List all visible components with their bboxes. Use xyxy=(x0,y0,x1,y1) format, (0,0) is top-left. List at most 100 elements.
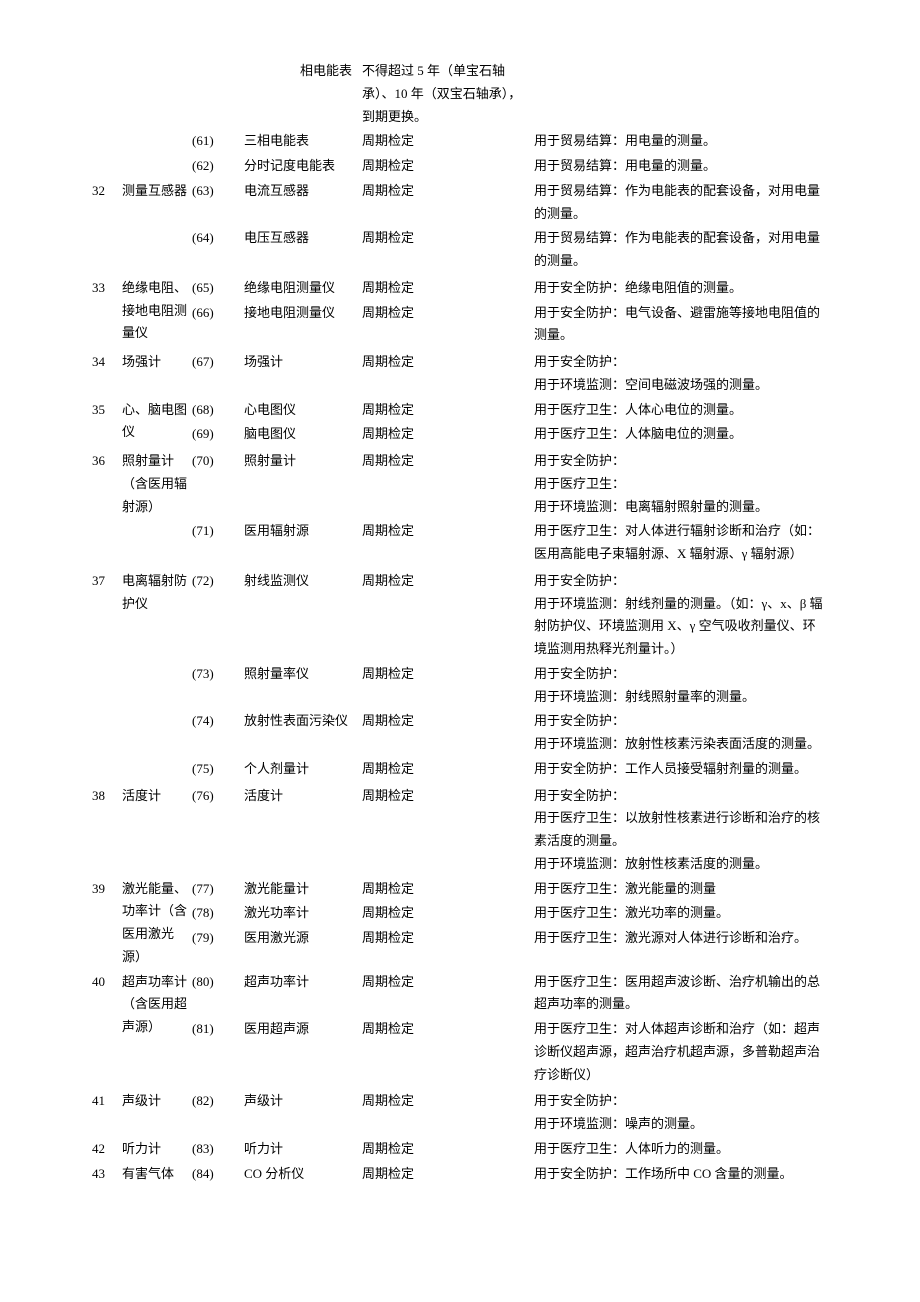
pre-name: 相电能表 xyxy=(92,60,362,128)
group-33: 33 绝缘电阻、接地电阻测量仪 (65) 绝缘电阻测量仪 周期检定 用于安全防护… xyxy=(92,277,828,349)
group-32: 32 测量互感器 (63) 电流互感器 周期检定 用于贸易结算：作为电能表的配套… xyxy=(92,180,828,275)
col-method: 周期检定 xyxy=(362,971,534,994)
col-cat: 照射量计（含医用辐射源） xyxy=(122,450,192,518)
col-name: 声级计 xyxy=(244,1090,362,1113)
col-name: 心电图仪 xyxy=(244,399,362,422)
col-name: 活度计 xyxy=(244,785,362,808)
col-cat: 超声功率计（含医用超声源） xyxy=(122,971,192,1039)
col-idx: 35 xyxy=(92,399,122,445)
col-method: 周期检定 xyxy=(362,450,534,473)
table-row: (61) 三相电能表 周期检定 用于贸易结算：用电量的测量。 xyxy=(92,130,828,153)
col-num: (77) xyxy=(192,878,244,901)
col-use: 用于安全防护： 用于医疗卫生：以放射性核素进行诊断和治疗的核素活度的测量。 用于… xyxy=(534,785,828,876)
col-use: 用于安全防护：电气设备、避雷施等接地电阻值的测量。 xyxy=(534,302,828,348)
col-use: 用于安全防护： 用于环境监测：放射性核素污染表面活度的测量。 xyxy=(534,710,828,756)
col-method: 周期检定 xyxy=(362,663,534,686)
col-cat: 有害气体 xyxy=(122,1163,192,1186)
col-num: (65) xyxy=(192,277,244,300)
group-35: 35 心、脑电图仪 (68) 心电图仪 周期检定 用于医疗卫生：人体心电位的测量… xyxy=(92,399,828,449)
col-num: (69) xyxy=(192,423,244,446)
col-use: 用于医疗卫生：激光源对人体进行诊断和治疗。 xyxy=(534,927,828,950)
col-name: 医用激光源 xyxy=(244,927,362,950)
col-name: 电流互感器 xyxy=(244,180,362,203)
col-name: 三相电能表 xyxy=(244,130,362,153)
col-idx: 38 xyxy=(92,785,122,808)
col-use: 用于安全防护：工作人员接受辐射剂量的测量。 xyxy=(534,758,828,781)
col-use: 用于贸易结算：用电量的测量。 xyxy=(534,155,828,178)
col-num: (63) xyxy=(192,180,244,203)
col-use: 用于医疗卫生：人体心电位的测量。 xyxy=(534,399,828,422)
col-num: (83) xyxy=(192,1138,244,1161)
col-use: 用于医疗卫生：人体脑电位的测量。 xyxy=(534,423,828,446)
table-row: (62) 分时记度电能表 周期检定 用于贸易结算：用电量的测量。 xyxy=(92,155,828,178)
group-40: 40 超声功率计（含医用超声源） (80) 超声功率计 周期检定 用于医疗卫生：… xyxy=(92,971,828,1089)
col-num: (68) xyxy=(192,399,244,422)
col-num: (71) xyxy=(192,520,244,543)
col-name: 绝缘电阻测量仪 xyxy=(244,277,362,300)
group-39: 39 激光能量、功率计（含医用激光源） (77) 激光能量计 周期检定 用于医疗… xyxy=(92,878,828,969)
col-method: 周期检定 xyxy=(362,155,534,178)
col-idx: 42 xyxy=(92,1138,122,1161)
table-row: 34 场强计 (67) 场强计 周期检定 用于安全防护： 用于环境监测：空间电磁… xyxy=(92,351,828,397)
col-num: (64) xyxy=(192,227,244,250)
table-row: 38 活度计 (76) 活度计 周期检定 用于安全防护： 用于医疗卫生：以放射性… xyxy=(92,785,828,876)
col-cat: 活度计 xyxy=(122,785,192,808)
col-num: (80) xyxy=(192,971,244,994)
table-row: 43 有害气体 (84) CO 分析仪 周期检定 用于安全防护：工作场所中 CO… xyxy=(92,1163,828,1186)
col-method: 周期检定 xyxy=(362,302,534,325)
col-name: 放射性表面污染仪 xyxy=(244,710,362,733)
col-num: (75) xyxy=(192,758,244,781)
col-idx: 39 xyxy=(92,878,122,969)
col-use: 用于安全防护： 用于环境监测：射线照射量率的测量。 xyxy=(534,663,828,709)
col-name: 激光功率计 xyxy=(244,902,362,925)
col-method: 周期检定 xyxy=(362,570,534,593)
col-num: (61) xyxy=(192,130,244,153)
col-method: 周期检定 xyxy=(362,180,534,203)
col-name: 电压互感器 xyxy=(244,227,362,250)
col-use: 用于医疗卫生：对人体进行辐射诊断和治疗（如：医用高能电子束辐射源、X 辐射源、γ… xyxy=(534,520,828,566)
col-use: 用于安全防护： 用于环境监测：空间电磁波场强的测量。 xyxy=(534,351,828,397)
col-use: 用于医疗卫生：激光功率的测量。 xyxy=(534,902,828,925)
col-use: 用于医疗卫生：对人体超声诊断和治疗（如：超声诊断仪超声源，超声治疗机超声源，多普… xyxy=(534,1018,828,1086)
col-name: 场强计 xyxy=(244,351,362,374)
col-name: 接地电阻测量仪 xyxy=(244,302,362,325)
col-method: 周期检定 xyxy=(362,710,534,733)
col-method: 周期检定 xyxy=(362,1138,534,1161)
col-use: 用于贸易结算：作为电能表的配套设备，对用电量的测量。 xyxy=(534,227,828,273)
col-name: 射线监测仪 xyxy=(244,570,362,593)
group-36: 36 照射量计（含医用辐射源） (70) 照射量计 周期检定 用于安全防护： 用… xyxy=(92,450,828,568)
col-idx: 34 xyxy=(92,351,122,374)
col-name: 医用辐射源 xyxy=(244,520,362,543)
col-num: (73) xyxy=(192,663,244,686)
col-method: 周期检定 xyxy=(362,351,534,374)
col-idx: 33 xyxy=(92,277,122,345)
col-cat: 激光能量、功率计（含医用激光源） xyxy=(122,878,192,969)
col-cat: 场强计 xyxy=(122,351,192,374)
col-num: (67) xyxy=(192,351,244,374)
pre-method: 不得超过 5 年（单宝石轴承）、10 年（双宝石轴承），到期更换。 xyxy=(362,60,534,128)
col-method: 周期检定 xyxy=(362,785,534,808)
col-name: 照射量计 xyxy=(244,450,362,473)
col-method: 周期检定 xyxy=(362,1090,534,1113)
col-name: 听力计 xyxy=(244,1138,362,1161)
col-method: 周期检定 xyxy=(362,1018,534,1041)
col-idx: 43 xyxy=(92,1163,122,1186)
col-use: 用于贸易结算：作为电能表的配套设备，对用电量的测量。 xyxy=(534,180,828,226)
col-use: 用于医疗卫生：医用超声波诊断、治疗机输出的总超声功率的测量。 xyxy=(534,971,828,1017)
col-name: 超声功率计 xyxy=(244,971,362,994)
col-method: 周期检定 xyxy=(362,902,534,925)
col-name: 个人剂量计 xyxy=(244,758,362,781)
col-num: (72) xyxy=(192,570,244,593)
col-name: 脑电图仪 xyxy=(244,423,362,446)
col-method: 周期检定 xyxy=(362,520,534,543)
col-method: 周期检定 xyxy=(362,1163,534,1186)
col-num: (74) xyxy=(192,710,244,733)
col-idx: 32 xyxy=(92,180,122,203)
col-idx: 40 xyxy=(92,971,122,1039)
col-method: 周期检定 xyxy=(362,423,534,446)
col-method: 周期检定 xyxy=(362,130,534,153)
col-idx: 37 xyxy=(92,570,122,616)
col-num: (79) xyxy=(192,927,244,950)
col-method: 周期检定 xyxy=(362,758,534,781)
col-cat: 测量互感器 xyxy=(122,180,192,203)
